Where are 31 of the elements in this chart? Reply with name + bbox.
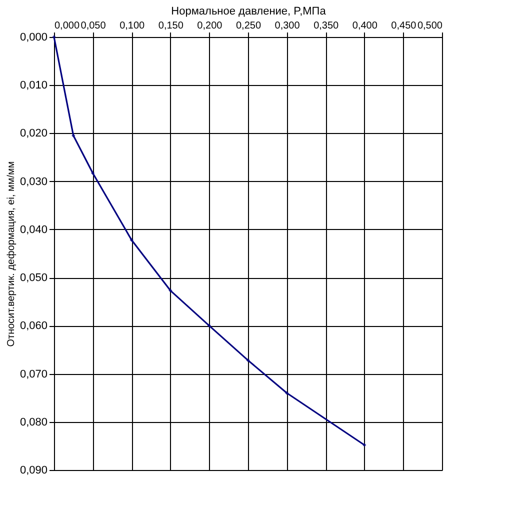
x-tick-label: 0,000: [54, 20, 80, 32]
y-axis-title: Относит.вертик. деформация, ei, мм/мм: [6, 161, 17, 347]
point: [362, 443, 366, 447]
x-tick-label: 0,500: [417, 20, 443, 32]
point: [168, 288, 172, 292]
x-tick-label: 0,450: [391, 20, 417, 32]
point: [90, 171, 95, 176]
x-tick-label: 0,300: [274, 20, 300, 32]
point: [284, 391, 289, 395]
y-tick-label: 0,010: [20, 80, 48, 92]
point: [246, 358, 250, 362]
y-tick-label: 0,000: [20, 32, 48, 44]
x-tick-label: 0,100: [120, 20, 146, 32]
y-tick-label: 0,070: [20, 368, 48, 380]
x-tick-label: 0,400: [352, 20, 378, 32]
line-series: [52, 35, 366, 447]
y-tick-label: 0,020: [20, 128, 48, 140]
y-tick-label: 0,030: [20, 176, 48, 188]
x-tick-label: 0,200: [197, 20, 223, 32]
x-axis-title: Нормальное давление, P,МПа: [171, 6, 327, 18]
y-tick-label: 0,050: [20, 272, 48, 284]
x-tick-label: 0,150: [158, 20, 184, 32]
y-tick-label: 0,090: [20, 464, 48, 476]
x-tick-label: 0,350: [314, 20, 340, 32]
y-tick-label: 0,040: [20, 224, 48, 236]
x-tick-label: 0,050: [80, 20, 106, 32]
x-tick-label: 0,250: [236, 20, 262, 32]
point: [72, 134, 76, 138]
point: [207, 324, 212, 328]
y-tick-label: 0,060: [20, 320, 48, 332]
y-tick-label: 0,080: [20, 416, 48, 428]
